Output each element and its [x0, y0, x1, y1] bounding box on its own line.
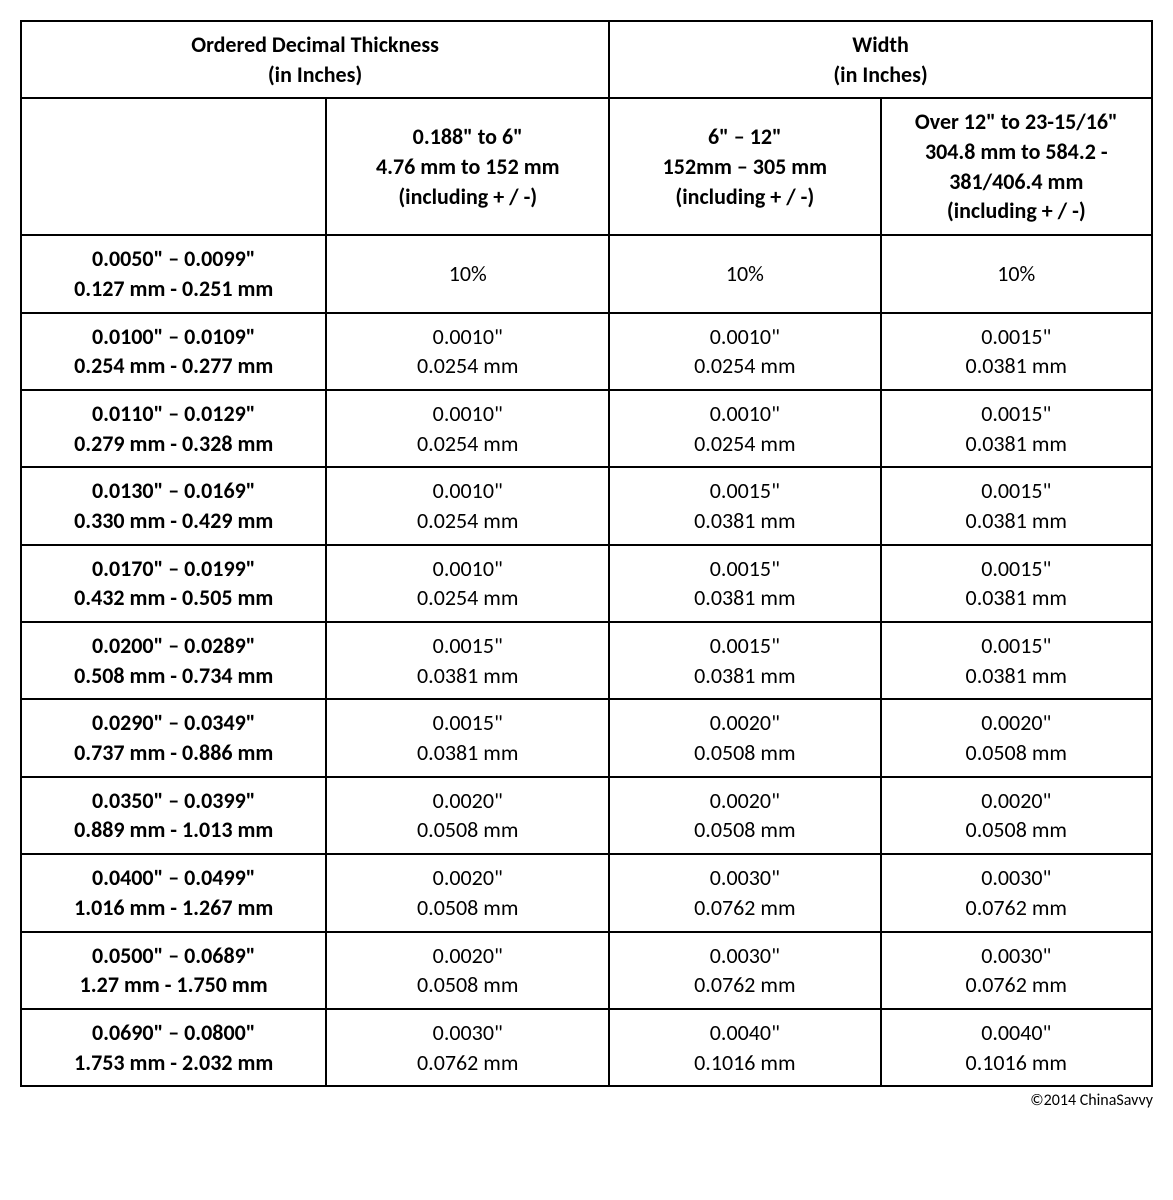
- table-row: 0.0500" – 0.0689"1.27 mm - 1.750 mm 0.00…: [21, 932, 1152, 1009]
- table-row: 0.0350" – 0.0399"0.889 mm - 1.013 mm 0.0…: [21, 777, 1152, 854]
- cell-b: 0.0030"0.0762 mm: [609, 854, 880, 931]
- table-row: 0.0100" – 0.0109"0.254 mm - 0.277 mm 0.0…: [21, 313, 1152, 390]
- row-label: 0.0350" – 0.0399"0.889 mm - 1.013 mm: [21, 777, 326, 854]
- row-label: 0.0110" – 0.0129"0.279 mm - 0.328 mm: [21, 390, 326, 467]
- cell-c: 0.0020"0.0508 mm: [881, 699, 1152, 776]
- cell-c: 0.0040"0.1016 mm: [881, 1009, 1152, 1086]
- row-label: 0.0130" – 0.0169"0.330 mm - 0.429 mm: [21, 467, 326, 544]
- table-row: 0.0290" – 0.0349"0.737 mm - 0.886 mm 0.0…: [21, 699, 1152, 776]
- row-label: 0.0500" – 0.0689"1.27 mm - 1.750 mm: [21, 932, 326, 1009]
- copyright-text: ©2014 ChinaSavvy: [20, 1087, 1153, 1110]
- cell-c: 10%: [881, 235, 1152, 312]
- cell-c: 0.0015"0.0381 mm: [881, 390, 1152, 467]
- row-label: 0.0290" – 0.0349"0.737 mm - 0.886 mm: [21, 699, 326, 776]
- page-wrap: Ordered Decimal Thickness(in Inches) Wid…: [20, 20, 1153, 1110]
- cell-c: 0.0030"0.0762 mm: [881, 932, 1152, 1009]
- cell-a: 10%: [326, 235, 609, 312]
- cell-c: 0.0015"0.0381 mm: [881, 545, 1152, 622]
- cell-b: 0.0020"0.0508 mm: [609, 777, 880, 854]
- table-row: 0.0110" – 0.0129"0.279 mm - 0.328 mm 0.0…: [21, 390, 1152, 467]
- cell-a: 0.0010"0.0254 mm: [326, 467, 609, 544]
- cell-c: 0.0015"0.0381 mm: [881, 313, 1152, 390]
- table-row: 0.0170" – 0.0199"0.432 mm - 0.505 mm 0.0…: [21, 545, 1152, 622]
- subheader-col-a: 0.188" to 6"4.76 mm to 152 mm(including …: [326, 98, 609, 235]
- cell-c: 0.0015"0.0381 mm: [881, 467, 1152, 544]
- cell-a: 0.0020"0.0508 mm: [326, 932, 609, 1009]
- cell-b: 0.0015"0.0381 mm: [609, 622, 880, 699]
- subheader-blank: [21, 98, 326, 235]
- subheader-col-b: 6" – 12"152mm – 305 mm(including + / -): [609, 98, 880, 235]
- cell-a: 0.0020"0.0508 mm: [326, 777, 609, 854]
- cell-b: 0.0030"0.0762 mm: [609, 932, 880, 1009]
- row-label: 0.0690" – 0.0800"1.753 mm - 2.032 mm: [21, 1009, 326, 1086]
- cell-a: 0.0020"0.0508 mm: [326, 854, 609, 931]
- row-label: 0.0050" – 0.0099"0.127 mm - 0.251 mm: [21, 235, 326, 312]
- cell-a: 0.0015"0.0381 mm: [326, 622, 609, 699]
- cell-b: 0.0015"0.0381 mm: [609, 467, 880, 544]
- cell-b: 0.0020"0.0508 mm: [609, 699, 880, 776]
- cell-b: 0.0010"0.0254 mm: [609, 313, 880, 390]
- subheader-col-c: Over 12" to 23-15/16"304.8 mm to 584.2 -…: [881, 98, 1152, 235]
- cell-b: 0.0040"0.1016 mm: [609, 1009, 880, 1086]
- table-row: 0.0050" – 0.0099"0.127 mm - 0.251 mm 10%…: [21, 235, 1152, 312]
- cell-c: 0.0020"0.0508 mm: [881, 777, 1152, 854]
- header-row-1: Ordered Decimal Thickness(in Inches) Wid…: [21, 21, 1152, 98]
- tolerance-table: Ordered Decimal Thickness(in Inches) Wid…: [20, 20, 1153, 1087]
- cell-b: 0.0010"0.0254 mm: [609, 390, 880, 467]
- row-label: 0.0200" – 0.0289"0.508 mm - 0.734 mm: [21, 622, 326, 699]
- table-body: 0.0050" – 0.0099"0.127 mm - 0.251 mm 10%…: [21, 235, 1152, 1086]
- cell-c: 0.0030"0.0762 mm: [881, 854, 1152, 931]
- row-label: 0.0400" – 0.0499"1.016 mm - 1.267 mm: [21, 854, 326, 931]
- header-thickness: Ordered Decimal Thickness(in Inches): [21, 21, 609, 98]
- cell-a: 0.0015"0.0381 mm: [326, 699, 609, 776]
- cell-a: 0.0010"0.0254 mm: [326, 390, 609, 467]
- cell-b: 10%: [609, 235, 880, 312]
- cell-c: 0.0015"0.0381 mm: [881, 622, 1152, 699]
- table-row: 0.0130" – 0.0169"0.330 mm - 0.429 mm 0.0…: [21, 467, 1152, 544]
- row-label: 0.0170" – 0.0199"0.432 mm - 0.505 mm: [21, 545, 326, 622]
- table-row: 0.0400" – 0.0499"1.016 mm - 1.267 mm 0.0…: [21, 854, 1152, 931]
- row-label: 0.0100" – 0.0109"0.254 mm - 0.277 mm: [21, 313, 326, 390]
- cell-a: 0.0030"0.0762 mm: [326, 1009, 609, 1086]
- cell-a: 0.0010"0.0254 mm: [326, 313, 609, 390]
- table-row: 0.0200" – 0.0289"0.508 mm - 0.734 mm 0.0…: [21, 622, 1152, 699]
- table-row: 0.0690" – 0.0800"1.753 mm - 2.032 mm 0.0…: [21, 1009, 1152, 1086]
- cell-a: 0.0010"0.0254 mm: [326, 545, 609, 622]
- cell-b: 0.0015"0.0381 mm: [609, 545, 880, 622]
- header-row-2: 0.188" to 6"4.76 mm to 152 mm(including …: [21, 98, 1152, 235]
- header-width: Width(in Inches): [609, 21, 1152, 98]
